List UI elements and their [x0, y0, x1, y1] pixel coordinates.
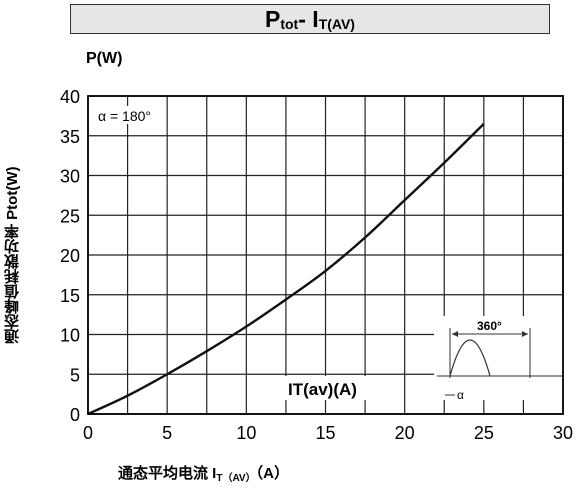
y-tick-label: 30 [60, 167, 80, 187]
x-label-tail: （A） [255, 465, 289, 482]
x-tick-label: 10 [236, 423, 256, 443]
inset-angle-label: 360° [477, 319, 502, 333]
x-label-sub: T（AV） [216, 473, 256, 484]
y-tick-label: 20 [60, 246, 80, 266]
y-tick-label: 25 [60, 206, 80, 226]
y-tick-label: 5 [70, 365, 80, 385]
y-tick-label: 10 [60, 326, 80, 346]
x-tick-label: 15 [315, 423, 335, 443]
inset-arrow-left [452, 331, 458, 337]
y-tick-label: 40 [60, 87, 80, 107]
title-sep: - I [298, 5, 319, 32]
x-tick-label: 20 [395, 423, 415, 443]
x-axis-label: 通态平均电流 IT（AV）（A） [118, 462, 289, 484]
title-sep-sub: T(AV) [318, 16, 355, 32]
y-tick-label: 0 [70, 405, 80, 425]
inset-arrow-right [522, 331, 528, 337]
x-tick-label: 25 [474, 423, 494, 443]
inset-half-sine [449, 339, 491, 377]
series-line [87, 122, 485, 416]
x-tick-label: 0 [83, 423, 93, 443]
waveform-inset: 360° α [434, 316, 564, 402]
y-unit-label: P(W) [86, 50, 123, 67]
tick-labels: 0 5 10 15 20 25 30 0 5 10 15 20 25 30 35 40 [60, 87, 573, 443]
plot-frame [87, 95, 564, 415]
title-main-sub: tot [280, 16, 299, 32]
y-tick-label: 15 [60, 286, 80, 306]
x-label-main: 通态平均电流 I [118, 465, 217, 482]
inset-alpha-label: α [457, 388, 464, 402]
y-tick-label: 35 [60, 127, 80, 147]
x-tick-label: 30 [553, 423, 573, 443]
curve-label: IT(av)(A) [288, 380, 357, 399]
curve-label-bg [283, 376, 373, 400]
alpha-label: α = 180° [98, 108, 151, 124]
alpha-label-bg [92, 106, 166, 124]
title-main: P [265, 5, 281, 32]
x-tick-label: 5 [162, 423, 172, 443]
